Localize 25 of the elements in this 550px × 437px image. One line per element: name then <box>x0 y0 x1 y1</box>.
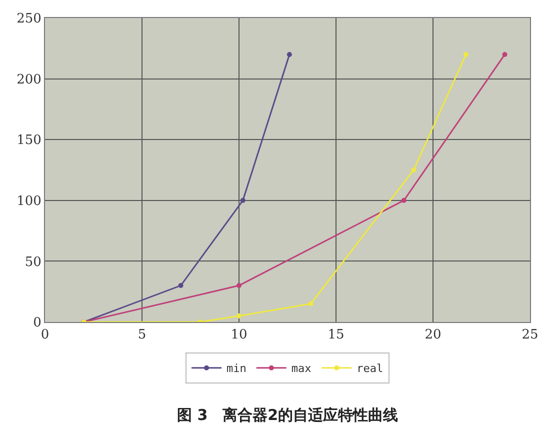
y-tick-label: 200 <box>16 72 42 88</box>
y-tick-label: 250 <box>16 12 42 27</box>
x-tick-label: 20 <box>424 328 442 343</box>
point <box>240 198 246 203</box>
point <box>178 283 184 288</box>
point <box>236 313 242 318</box>
point <box>463 52 468 57</box>
point <box>236 283 242 288</box>
point <box>286 52 292 57</box>
y-tick-label: 150 <box>16 133 42 148</box>
legend-label: min <box>226 362 246 376</box>
legend-label: real <box>356 362 384 376</box>
x-tick-label: 5 <box>138 328 146 343</box>
y-tick-label: 0 <box>33 316 42 331</box>
legend-label: max <box>291 362 312 376</box>
point <box>401 198 406 203</box>
x-tick-label: 25 <box>522 328 538 343</box>
point <box>502 52 508 57</box>
y-tick-label: 50 <box>24 254 42 270</box>
x-tick-label: 10 <box>230 328 248 343</box>
point <box>411 168 416 172</box>
text: 图 3 离合器2的自适应特性曲线 <box>177 406 398 424</box>
x-tick-label: 15 <box>328 328 344 343</box>
point <box>308 301 314 306</box>
y-tick-label: 100 <box>16 194 42 209</box>
